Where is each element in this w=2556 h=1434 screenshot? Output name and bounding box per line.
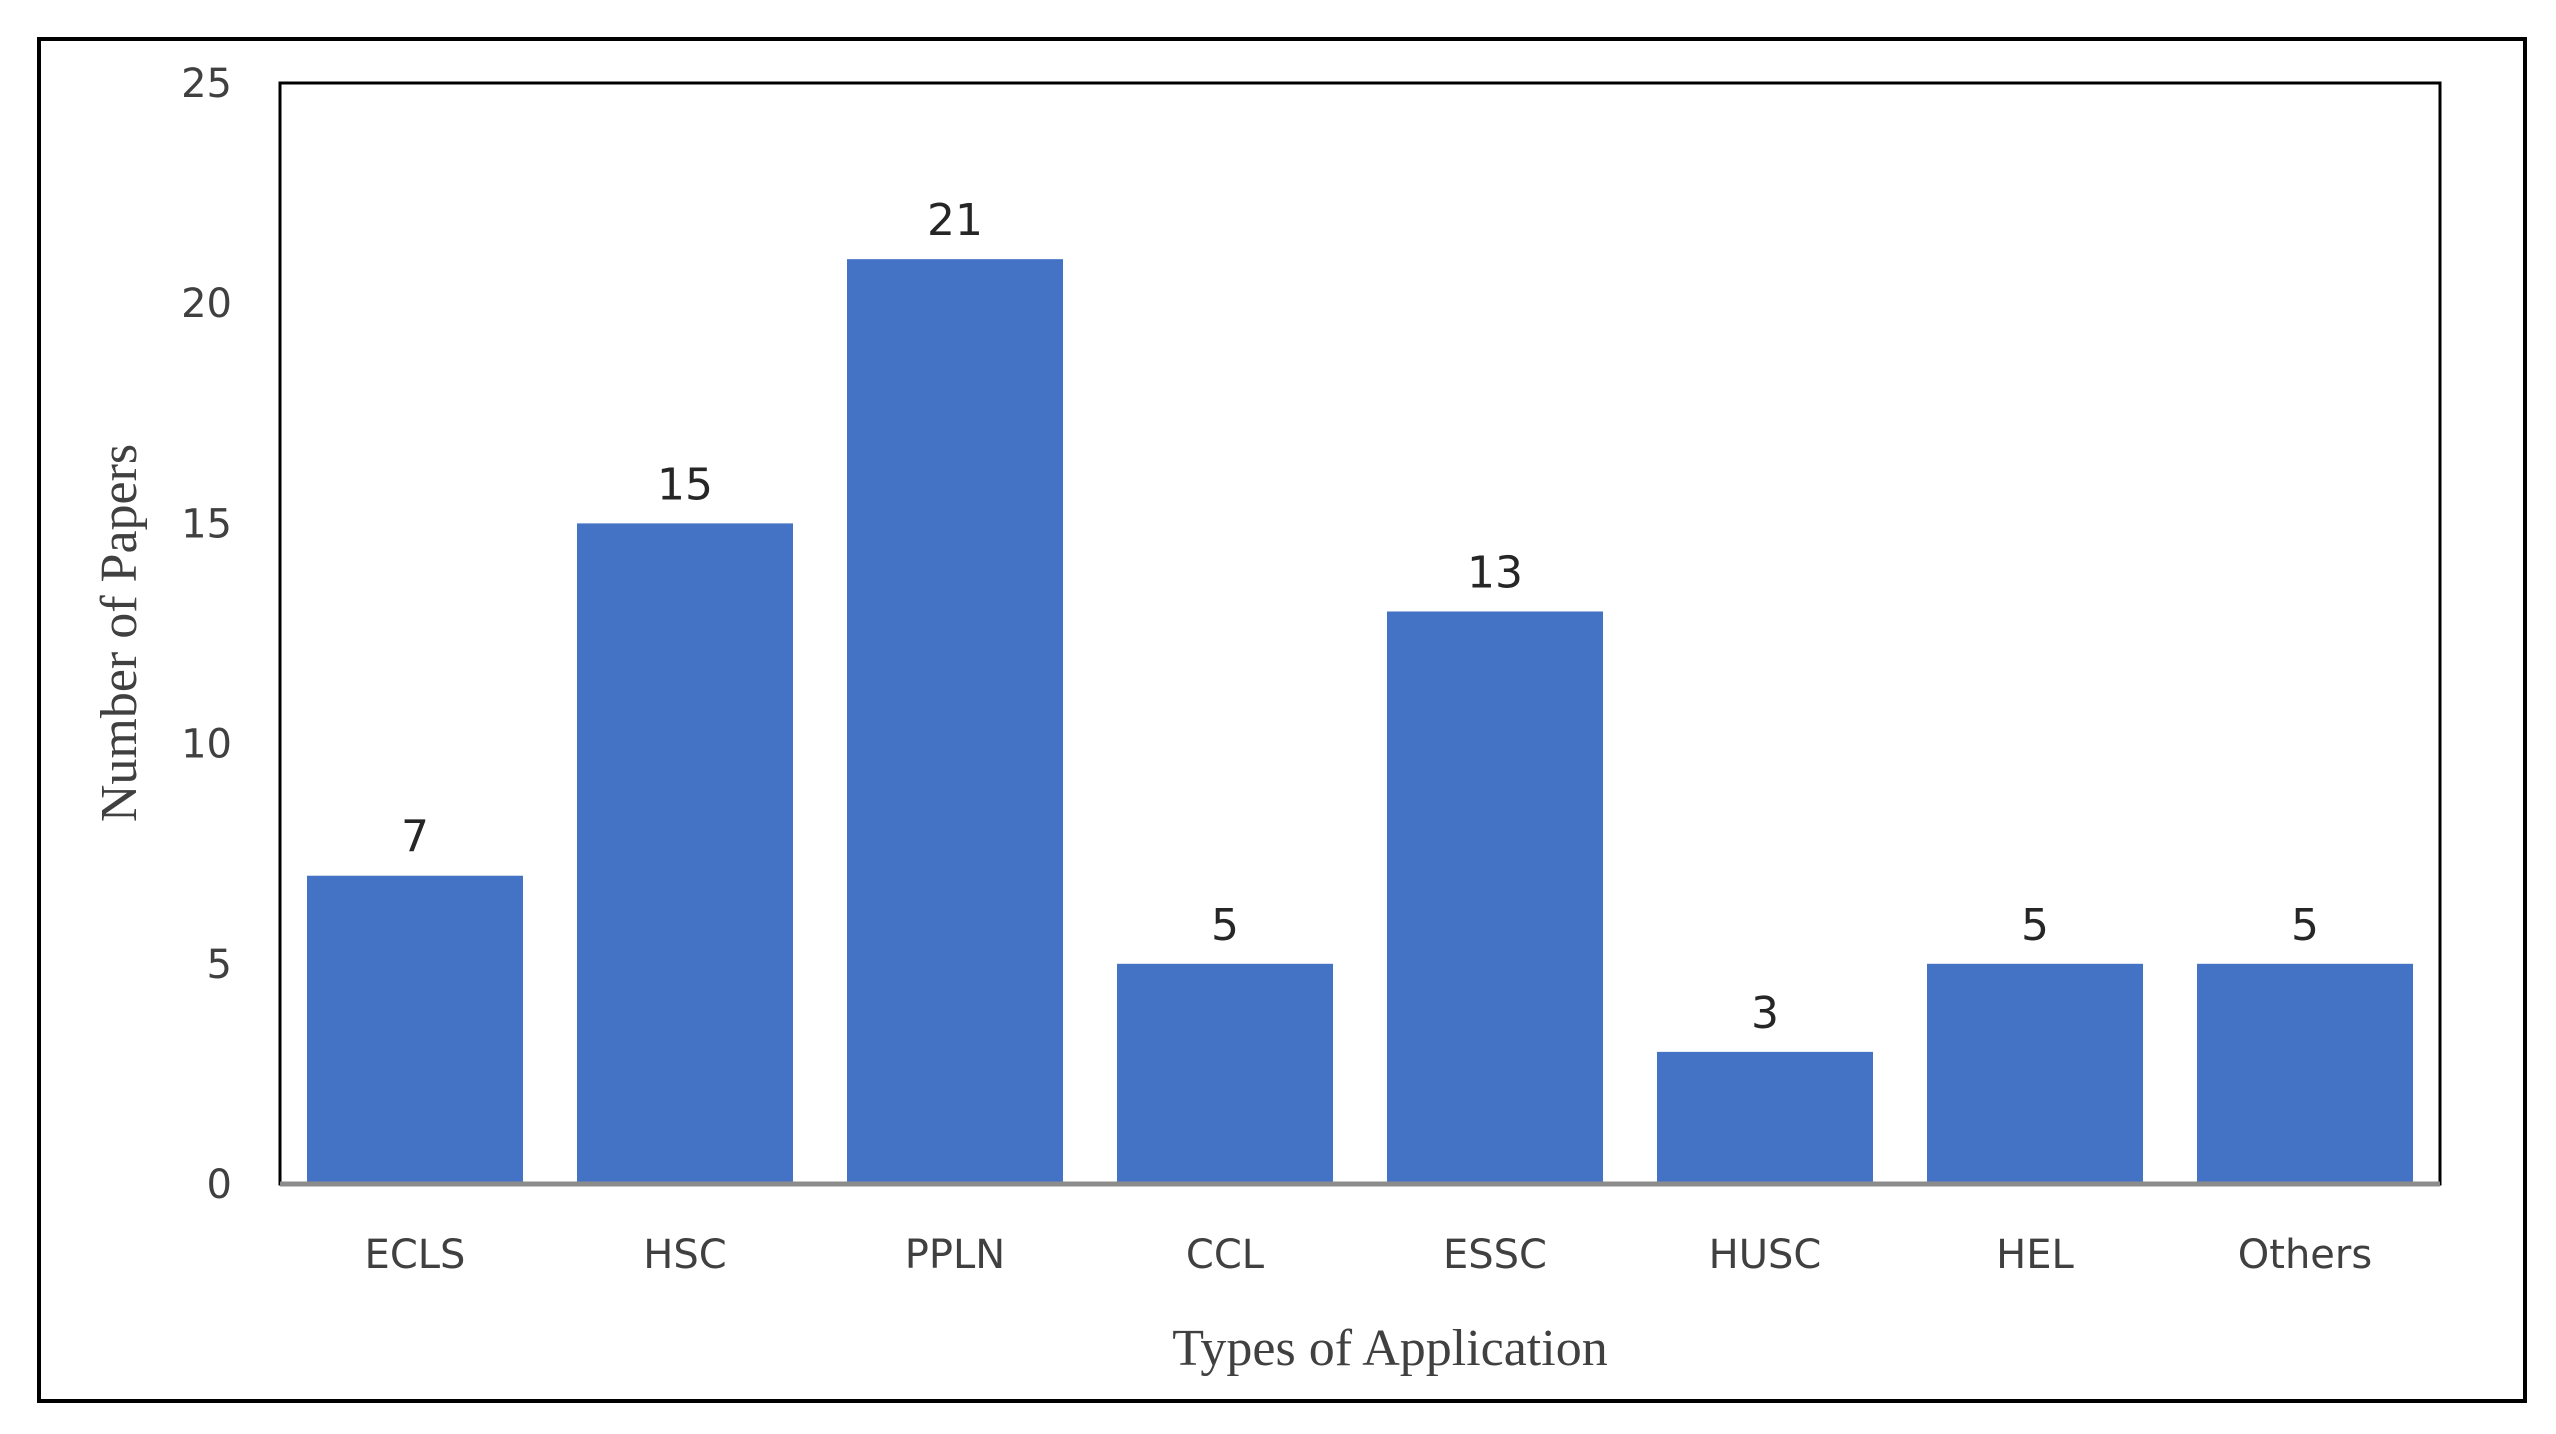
x-tick-labels: ECLS HSC PPLN CCL ESSC HUSC HEL Others <box>365 1232 2373 1278</box>
y-tick-label-25: 25 <box>181 61 232 107</box>
x-tick-label-ecls: ECLS <box>365 1232 466 1278</box>
x-tick-label-ppln: PPLN <box>905 1232 1005 1278</box>
y-tick-label-15: 15 <box>181 501 232 547</box>
data-label-husc: 3 <box>1751 988 1779 1039</box>
data-label-ppln: 21 <box>927 195 983 246</box>
data-label-hel: 5 <box>2021 900 2049 951</box>
data-labels: 7 15 21 5 13 3 5 5 <box>401 195 2319 1039</box>
bar-ccl <box>1117 963 1333 1184</box>
x-tick-label-husc: HUSC <box>1709 1232 1822 1278</box>
bar-others <box>2197 963 2413 1184</box>
data-label-hsc: 15 <box>657 459 713 510</box>
bar-husc <box>1657 1051 1873 1184</box>
bar-ppln <box>847 259 1063 1184</box>
data-label-others: 5 <box>2291 900 2319 951</box>
x-axis-title: Types of Application <box>1172 1320 1607 1377</box>
x-tick-label-essc: ESSC <box>1443 1232 1547 1278</box>
y-tick-label-5: 5 <box>207 942 232 988</box>
bar-essc <box>1387 611 1603 1184</box>
x-tick-label-hsc: HSC <box>643 1232 726 1278</box>
y-tick-label-10: 10 <box>181 722 232 768</box>
data-label-essc: 13 <box>1467 547 1523 598</box>
y-tick-label-0: 0 <box>207 1162 232 1208</box>
x-tick-label-others: Others <box>2238 1232 2372 1278</box>
y-axis-title: Number of Papers <box>91 444 148 822</box>
x-tick-label-ccl: CCL <box>1186 1232 1265 1278</box>
y-tick-label-20: 20 <box>181 281 232 327</box>
bar-ecls <box>307 875 523 1184</box>
data-label-ecls: 7 <box>401 812 429 863</box>
bar-hel <box>1927 963 2143 1184</box>
bar-hsc <box>577 523 793 1184</box>
bars-group <box>307 259 2413 1184</box>
x-tick-label-hel: HEL <box>1996 1232 2074 1278</box>
data-label-ccl: 5 <box>1211 900 1239 951</box>
y-tick-labels: 0 5 10 15 20 25 <box>181 61 232 1208</box>
